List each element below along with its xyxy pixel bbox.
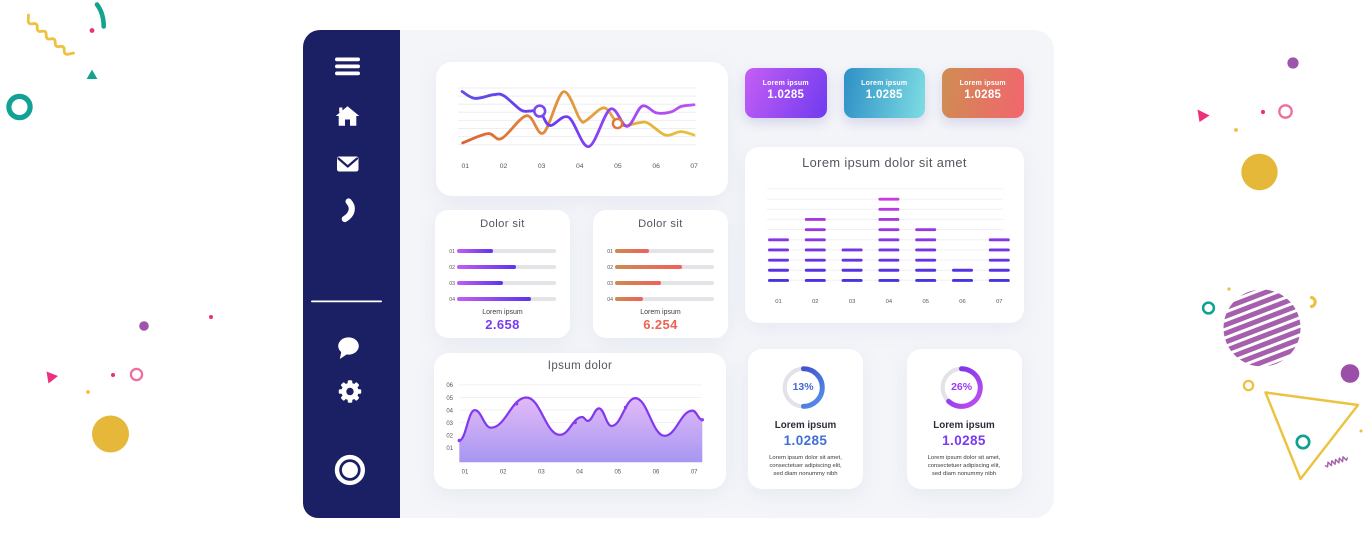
svg-text:01: 01 bbox=[462, 470, 469, 476]
svg-text:07: 07 bbox=[996, 299, 1002, 305]
svg-text:04: 04 bbox=[576, 470, 583, 476]
svg-text:05: 05 bbox=[446, 396, 453, 402]
svg-text:04: 04 bbox=[446, 408, 453, 414]
svg-text:05: 05 bbox=[922, 299, 928, 305]
svg-text:06: 06 bbox=[446, 383, 453, 389]
svg-text:02: 02 bbox=[812, 299, 818, 305]
svg-text:06: 06 bbox=[959, 299, 965, 305]
svg-text:03: 03 bbox=[538, 163, 546, 170]
svg-text:04: 04 bbox=[886, 299, 893, 305]
svg-text:02: 02 bbox=[500, 470, 507, 476]
svg-text:01: 01 bbox=[775, 299, 781, 305]
svg-text:01: 01 bbox=[446, 446, 453, 452]
svg-text:03: 03 bbox=[849, 299, 855, 305]
svg-text:05: 05 bbox=[614, 163, 622, 170]
svg-text:07: 07 bbox=[691, 470, 698, 476]
svg-text:06: 06 bbox=[652, 163, 660, 170]
svg-text:05: 05 bbox=[614, 470, 621, 476]
svg-text:02: 02 bbox=[446, 434, 453, 440]
svg-text:04: 04 bbox=[576, 163, 584, 170]
svg-text:06: 06 bbox=[653, 470, 660, 476]
svg-text:03: 03 bbox=[538, 470, 545, 476]
svg-text:03: 03 bbox=[446, 421, 453, 427]
svg-text:01: 01 bbox=[462, 163, 470, 170]
svg-text:02: 02 bbox=[500, 163, 508, 170]
svg-text:07: 07 bbox=[690, 163, 698, 170]
